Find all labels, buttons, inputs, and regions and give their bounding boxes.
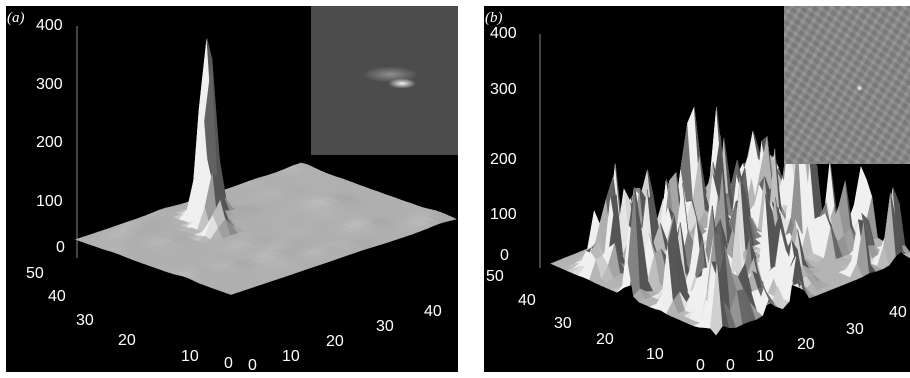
panel-label-a: (a)	[7, 10, 25, 26]
y-tick-b-0: 50	[486, 268, 504, 285]
y-tick-b-5: 0	[696, 357, 705, 373]
inset-image-a	[311, 6, 458, 155]
panel-a: (a) 400 300 200 100 0 50 40 30 20 10 0 0…	[6, 6, 458, 372]
z-tick-a-1: 300	[36, 76, 63, 93]
y-tick-a-4: 10	[181, 348, 199, 365]
x-tick-a-3: 30	[376, 318, 394, 335]
z-tick-b-1: 300	[490, 81, 517, 98]
z-tick-a-3: 100	[36, 193, 63, 210]
z-tick-b-2: 200	[490, 151, 517, 168]
y-tick-a-5: 0	[224, 355, 233, 372]
inset-image-b	[784, 6, 910, 164]
y-tick-a-0: 50	[26, 265, 44, 282]
z-tick-b-3: 100	[490, 206, 517, 223]
x-tick-a-2: 20	[326, 333, 344, 350]
surface-a-facet	[442, 216, 457, 222]
surface-plot-a	[75, 26, 457, 295]
panel-b: (b) 400 300 200 100 0 50 40 30 20 10 0 0…	[484, 6, 910, 372]
y-tick-a-1: 40	[48, 288, 66, 305]
z-tick-a-2: 200	[36, 134, 63, 151]
z-tick-a-4: 0	[56, 239, 65, 256]
z-tick-a-0: 400	[36, 17, 63, 34]
y-tick-a-3: 20	[118, 332, 136, 349]
y-tick-b-4: 10	[646, 346, 664, 363]
y-tick-b-1: 40	[518, 292, 536, 309]
surface-plot-b	[539, 34, 910, 336]
surface-b-facet	[902, 252, 910, 258]
x-tick-a-0: 0	[248, 357, 257, 373]
y-tick-b-3: 20	[596, 331, 614, 348]
x-tick-b-0: 0	[726, 357, 735, 373]
y-tick-a-2: 30	[76, 312, 94, 329]
z-tick-b-4: 0	[500, 247, 509, 264]
y-tick-b-2: 30	[554, 315, 572, 332]
x-tick-b-4: 40	[889, 304, 907, 321]
x-tick-b-1: 10	[756, 348, 774, 365]
panel-label-b: (b)	[485, 10, 503, 26]
x-tick-a-4: 40	[424, 303, 442, 320]
x-tick-a-1: 10	[282, 348, 300, 365]
x-tick-b-2: 20	[797, 336, 815, 353]
x-tick-b-3: 30	[846, 321, 864, 338]
z-tick-b-0: 400	[490, 25, 517, 42]
